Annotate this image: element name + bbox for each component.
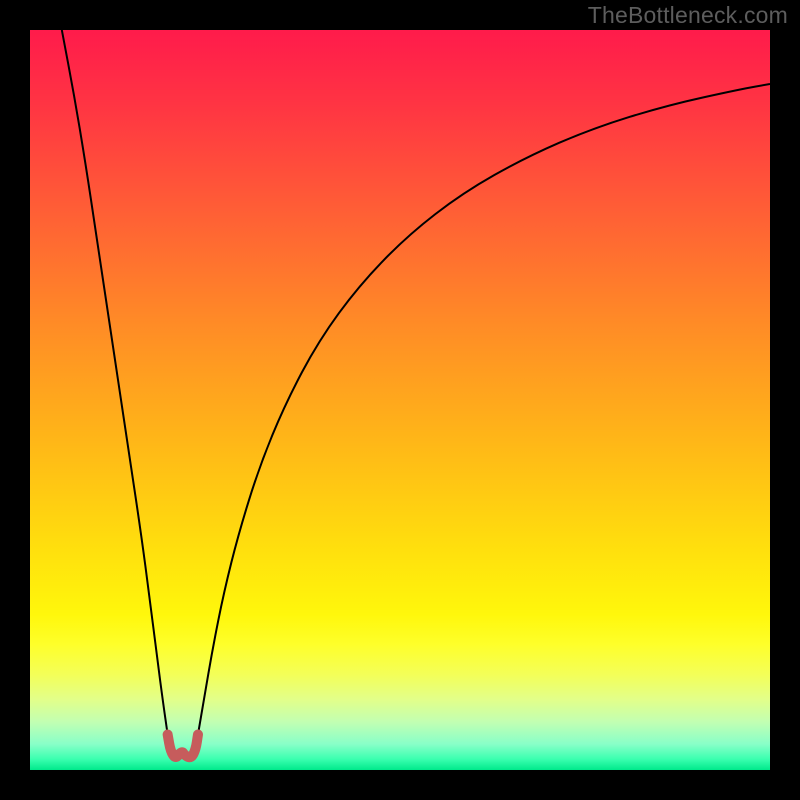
- plot-area: [30, 30, 770, 770]
- gradient-background: [30, 30, 770, 770]
- watermark-text: TheBottleneck.com: [588, 2, 788, 29]
- chart-svg: [30, 30, 770, 770]
